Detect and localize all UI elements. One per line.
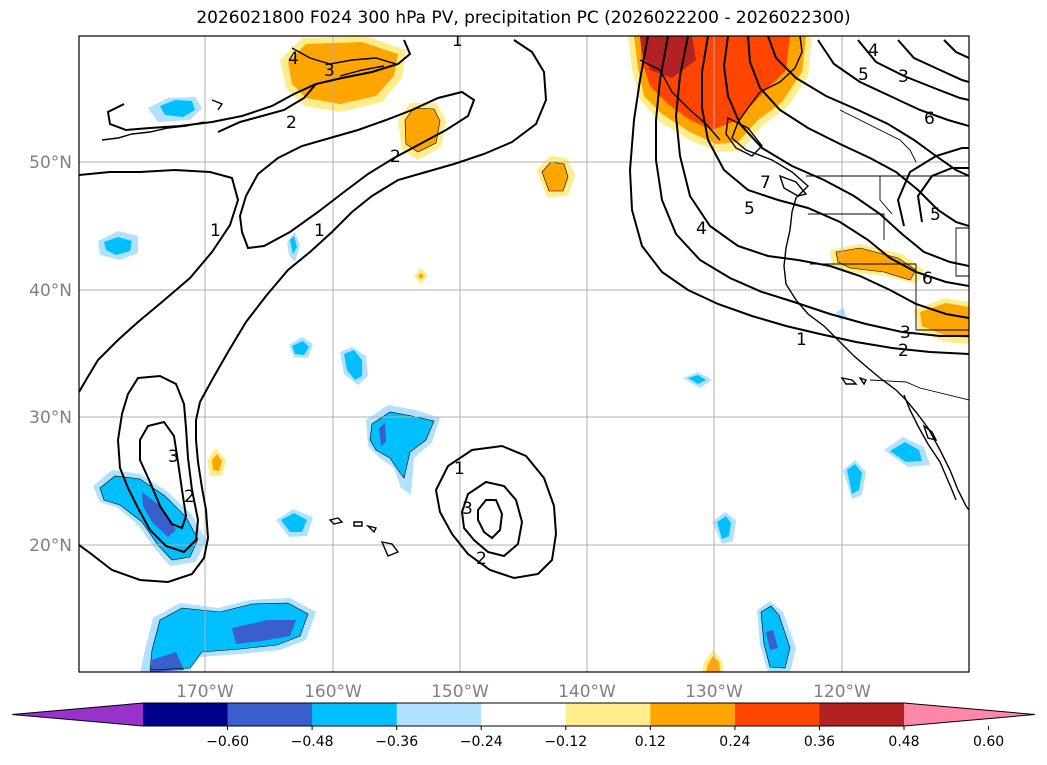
gridlines: [79, 36, 969, 672]
pv-label: 7: [760, 173, 771, 193]
pv-label: 3: [462, 499, 473, 519]
colorbar-tick-label: −0.48: [291, 734, 334, 750]
colorbar-segment: [396, 703, 482, 726]
colorbar-segment: [565, 703, 651, 726]
pv-label: 3: [324, 61, 335, 81]
colorbar-segment: [143, 703, 229, 726]
precip-negative-shading: [93, 97, 930, 672]
colorbar-outline: [11, 702, 1036, 727]
pv-label: 2: [286, 113, 297, 133]
colorbar-tick-label: 0.12: [635, 734, 666, 750]
political-borders: [806, 109, 969, 401]
colorbar-segment: [819, 703, 905, 726]
lon-label: 140°W: [558, 682, 616, 702]
pv-label: 1: [210, 221, 221, 241]
latitude-labels: 50°N 40°N 30°N 20°N: [29, 153, 72, 556]
longitude-labels: 170°W 160°W 150°W 140°W 130°W 120°W: [176, 682, 871, 702]
lon-label: 130°W: [685, 682, 743, 702]
colorbar-extend-max: [904, 703, 1035, 726]
pv-label: 2: [184, 487, 195, 507]
pv-contour-labels: 1 1 1 1 2 2 2 2 2 3 3 3 3 3 4 4 4 5 5 5 …: [168, 31, 941, 569]
pv-label: 5: [744, 199, 755, 219]
lon-label: 160°W: [304, 682, 362, 702]
pv-label: 4: [868, 41, 879, 61]
pv-label: 6: [922, 269, 933, 289]
pv-label: 3: [898, 67, 909, 87]
colorbar-segment: [312, 703, 398, 726]
colorbar-segment: [650, 703, 736, 726]
lon-label: 170°W: [176, 682, 234, 702]
colorbar-segment: [227, 703, 313, 726]
pv-label: 1: [452, 31, 463, 51]
colorbar-tick-label: −0.24: [460, 734, 503, 750]
colorbar-tick-label: −0.60: [206, 734, 249, 750]
pv-contours: [79, 36, 969, 584]
colorbar-segment: [734, 703, 820, 726]
precip-outlines: [99, 107, 917, 671]
pv-label: 6: [924, 109, 935, 129]
pv-label: 2: [390, 147, 401, 167]
pv-label: 4: [288, 49, 299, 69]
lon-label: 150°W: [431, 682, 489, 702]
map-title: 2026021800 F024 300 hPa PV, precipitatio…: [196, 8, 851, 28]
colorbar-tick-label: 0.36: [804, 734, 835, 750]
pv-label: 3: [168, 447, 179, 467]
colorbar-tick-label: −0.36: [375, 734, 418, 750]
lon-label: 120°W: [813, 682, 871, 702]
colorbar-tick-label: 0.24: [719, 734, 750, 750]
colorbar-extend-min: [12, 703, 143, 726]
pv-label: 1: [314, 221, 325, 241]
lat-label: 20°N: [29, 536, 72, 556]
map-panel: 1 1 1 1 2 2 2 2 2 3 3 3 3 3 4 4 4 5 5 5 …: [79, 31, 969, 672]
colorbar: −0.60 −0.48 −0.36 −0.24 −0.12 0.12 0.24 0.36 0.4…: [11, 702, 1036, 750]
colorbar-segment: [481, 703, 567, 726]
pv-label: 5: [858, 65, 869, 85]
pv-label: 2: [898, 341, 909, 361]
pv-label: 4: [696, 219, 707, 239]
pv-label: 5: [930, 205, 941, 225]
colorbar-tick-label: 0.48: [888, 734, 919, 750]
colorbar-tick-label: 0.60: [973, 734, 1004, 750]
lat-label: 30°N: [29, 408, 72, 428]
pv-label: 1: [796, 330, 807, 350]
colorbar-tick-label: −0.12: [544, 734, 587, 750]
lat-label: 50°N: [29, 153, 72, 173]
pv-label: 3: [900, 323, 911, 343]
pv-label: 2: [476, 549, 487, 569]
lat-label: 40°N: [29, 281, 72, 301]
map-frame: [78, 35, 970, 673]
pv-label: 1: [454, 459, 465, 479]
